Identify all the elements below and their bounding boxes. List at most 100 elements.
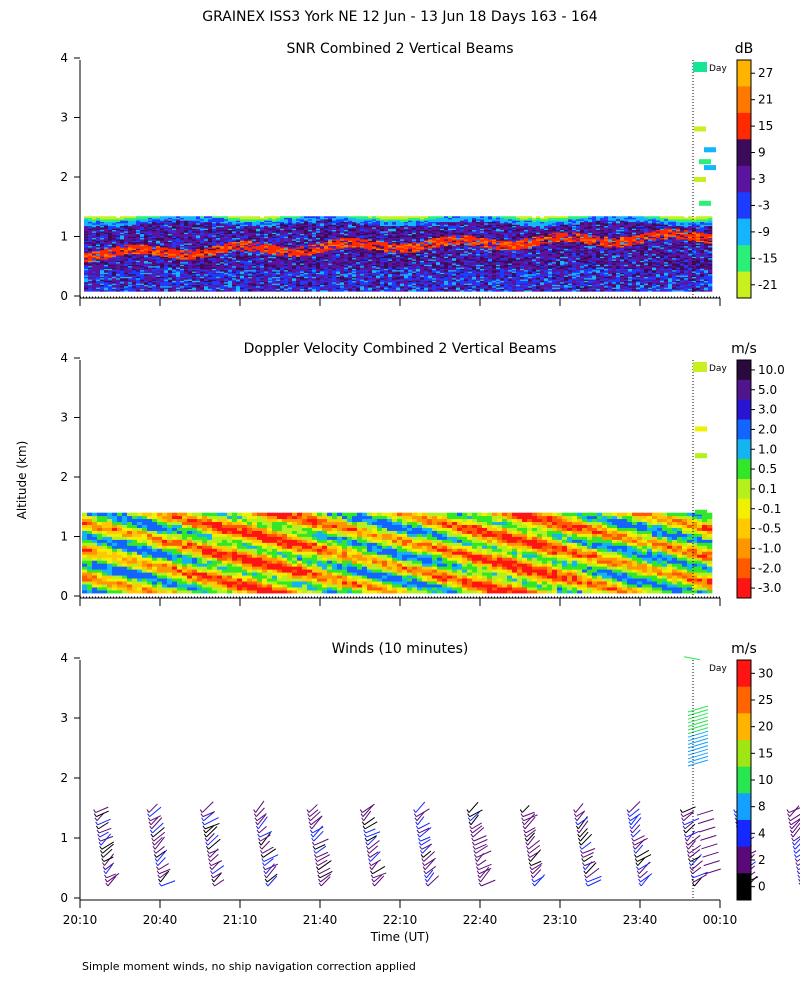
snr-cell: [244, 253, 249, 256]
snr-cell: [416, 222, 421, 225]
snr-cell: [336, 261, 341, 264]
snr-cell: [232, 244, 237, 247]
snr-cell: [160, 243, 165, 245]
snr-cell: [88, 237, 93, 240]
snr-cell: [388, 263, 393, 265]
snr-cell: [424, 259, 429, 261]
snr-cell: [192, 251, 197, 253]
snr-cell: [404, 272, 409, 275]
snr-cell: [276, 265, 281, 268]
snr-cell: [176, 265, 181, 268]
snr-cell: [380, 220, 385, 223]
snr-cell: [236, 251, 241, 253]
snr-cell: [268, 252, 273, 255]
snr-cell: [412, 222, 417, 225]
snr-cell: [244, 285, 249, 288]
snr-cell: [248, 243, 253, 245]
snr-cell: [436, 269, 441, 272]
snr-cell: [312, 222, 317, 225]
snr-cell: [392, 239, 397, 241]
snr-cell: [428, 287, 433, 289]
snr-cell: [144, 251, 149, 253]
snr-cell: [256, 281, 261, 284]
snr-cell: [96, 280, 101, 283]
snr-cell: [348, 248, 353, 251]
snr-cell: [296, 271, 301, 273]
snr-cell: [124, 280, 129, 283]
snr-cell: [196, 283, 201, 285]
snr-cell: [208, 279, 213, 281]
snr-cell: [308, 216, 313, 219]
snr-cell: [200, 256, 205, 259]
snr-cell: [300, 287, 305, 289]
snr-cell: [324, 275, 329, 277]
snr-cell: [220, 257, 225, 260]
snr-cell: [252, 233, 257, 236]
snr-cell: [240, 280, 245, 283]
snr-cell: [232, 272, 237, 275]
snr-cell: [104, 263, 109, 265]
snr-cell: [136, 216, 141, 219]
snr-cell: [156, 288, 161, 291]
snr-cell: [244, 236, 249, 239]
snr-cell: [84, 244, 89, 247]
snr-cell: [360, 276, 365, 279]
snr-cell: [180, 236, 185, 239]
snr-cell: [172, 245, 177, 248]
snr-cell: [412, 241, 417, 244]
snr-cell: [240, 289, 245, 292]
snr-cell: [188, 264, 193, 267]
snr-cell: [232, 281, 237, 284]
snr-cell: [352, 283, 357, 285]
snr-cell: [152, 287, 157, 289]
snr-cell: [260, 259, 265, 261]
snr-cell: [112, 248, 117, 251]
snr-cell: [372, 232, 377, 235]
snr-cell: [216, 288, 221, 291]
snr-cell: [380, 218, 385, 221]
snr-cell: [152, 218, 157, 221]
snr-cell: [204, 229, 209, 232]
snr-cell: [164, 265, 169, 268]
snr-cell: [100, 230, 105, 233]
snr-cell: [368, 218, 373, 221]
snr-cell: [96, 216, 101, 219]
snr-cell: [252, 271, 257, 273]
snr-cell: [428, 280, 433, 283]
snr-cell: [320, 247, 325, 249]
snr-cell: [304, 253, 309, 256]
snr-cell: [192, 218, 197, 221]
snr-cell: [336, 263, 341, 265]
snr-cell: [160, 218, 165, 221]
snr-cell: [344, 276, 349, 279]
snr-cell: [108, 284, 113, 287]
snr-cell: [272, 244, 277, 247]
snr-cell: [212, 263, 217, 265]
snr-cell: [268, 237, 273, 240]
snr-cell: [112, 285, 117, 288]
snr-cell: [316, 247, 321, 249]
snr-cell: [144, 272, 149, 275]
snr-cell: [200, 220, 205, 223]
snr-cell: [432, 287, 437, 289]
snr-cell: [188, 267, 193, 269]
snr-cell: [340, 257, 345, 260]
snr-cell: [392, 289, 397, 292]
snr-cell: [408, 272, 413, 275]
snr-cell: [384, 244, 389, 247]
snr-cell: [132, 259, 137, 261]
snr-cell: [140, 253, 145, 256]
snr-cell: [372, 221, 377, 224]
snr-cell: [180, 229, 185, 232]
snr-cell: [316, 235, 321, 237]
snr-cell: [120, 252, 125, 255]
snr-cell: [436, 220, 441, 223]
snr-cell: [176, 289, 181, 292]
snr-cell: [376, 267, 381, 269]
snr-cell: [408, 247, 413, 249]
snr-cell: [320, 229, 325, 232]
snr-cell: [192, 248, 197, 251]
snr-cell: [408, 224, 413, 227]
snr-cell: [388, 243, 393, 245]
snr-cell: [288, 284, 293, 287]
